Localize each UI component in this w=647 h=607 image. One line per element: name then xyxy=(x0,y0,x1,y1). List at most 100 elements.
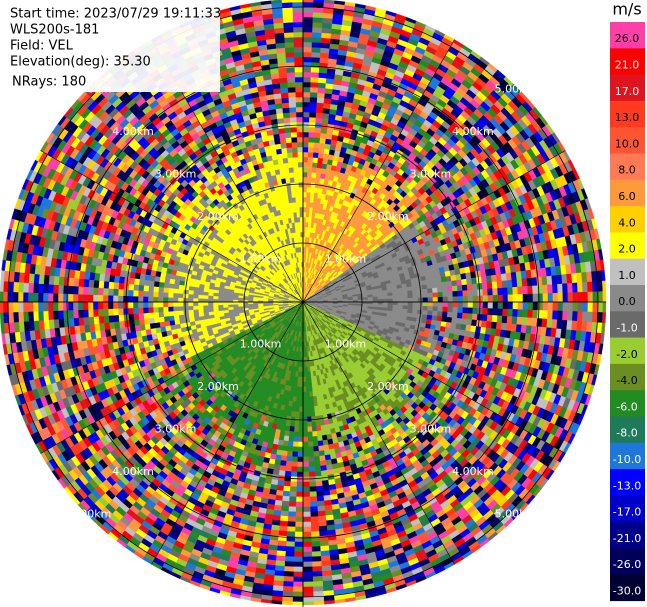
range-gate xyxy=(347,298,354,301)
range-gate xyxy=(437,306,444,313)
range-gate xyxy=(311,172,317,178)
range-gate xyxy=(202,308,209,313)
range-gate xyxy=(397,301,404,306)
range-gate xyxy=(427,306,434,312)
range-gate xyxy=(302,221,307,228)
range-gate xyxy=(167,301,174,307)
range-gate xyxy=(291,197,297,203)
range-gate xyxy=(417,297,424,303)
range-gate xyxy=(437,291,444,298)
range-gate xyxy=(288,431,295,437)
range-gate xyxy=(302,436,309,443)
range-gate xyxy=(192,305,199,310)
range-gate xyxy=(162,291,169,298)
range-gate xyxy=(302,176,308,183)
range-gate xyxy=(406,286,413,292)
range-gate xyxy=(299,376,304,383)
range-gate xyxy=(296,216,301,223)
range-gate xyxy=(412,301,419,307)
range-gate xyxy=(217,301,224,306)
range-gate xyxy=(432,297,439,303)
range-gate xyxy=(168,315,175,322)
range-gate xyxy=(197,294,204,299)
range-gate xyxy=(309,391,314,398)
range-gate xyxy=(311,177,317,183)
range-gate xyxy=(168,310,174,317)
range-gate xyxy=(306,396,311,403)
range-gate xyxy=(287,192,293,199)
range-gate xyxy=(217,298,224,303)
range-gate xyxy=(307,166,313,173)
range-gate xyxy=(432,306,439,312)
range-gate xyxy=(312,162,318,168)
range-gate xyxy=(232,304,239,308)
range-gate xyxy=(188,289,194,295)
range-gate xyxy=(382,295,389,300)
range-gate xyxy=(172,301,179,307)
range-gate xyxy=(296,391,301,398)
range-gate xyxy=(397,298,404,303)
range-gate xyxy=(297,226,301,233)
range-gate xyxy=(412,297,419,303)
range-gate xyxy=(306,176,312,183)
range-gate xyxy=(207,308,214,313)
range-gate xyxy=(392,295,399,300)
range-gate xyxy=(294,176,300,183)
range-gate xyxy=(207,301,214,306)
range-gate xyxy=(297,231,301,238)
range-gate xyxy=(294,416,300,423)
range-gate xyxy=(168,287,174,294)
range-gate xyxy=(298,186,304,193)
range-gate xyxy=(298,176,304,183)
range-gate xyxy=(192,301,199,307)
range-gate xyxy=(192,294,199,299)
range-gate xyxy=(421,284,428,290)
range-gate xyxy=(178,310,184,316)
range-gate xyxy=(207,298,214,303)
range-gate xyxy=(305,366,309,373)
range-gate xyxy=(302,401,307,408)
range-gate xyxy=(173,314,180,321)
range-gate xyxy=(227,304,234,308)
range-gate xyxy=(407,290,413,295)
range-gate xyxy=(177,297,184,303)
range-gate xyxy=(207,304,214,309)
range-gate xyxy=(367,296,374,300)
range-gate xyxy=(202,305,209,310)
range-gate xyxy=(289,421,295,427)
range-gate xyxy=(422,305,429,311)
range-gate xyxy=(311,431,318,437)
range-gate xyxy=(311,167,318,173)
range-gate xyxy=(182,301,189,307)
range-gate xyxy=(302,216,307,223)
range-gate xyxy=(387,298,394,303)
range-gate xyxy=(299,211,304,218)
range-gate xyxy=(412,309,418,315)
range-gate xyxy=(290,187,296,193)
range-gate xyxy=(294,186,300,193)
range-gate xyxy=(177,301,184,307)
range-gate xyxy=(402,290,408,296)
range-gate xyxy=(427,292,434,298)
range-gate xyxy=(302,211,307,218)
range-gate xyxy=(392,304,399,309)
range-gate xyxy=(397,291,404,296)
range-gate xyxy=(177,305,184,311)
range-gate xyxy=(306,421,312,428)
range-gate xyxy=(193,312,200,318)
range-gate xyxy=(302,381,307,388)
range-gate xyxy=(299,391,304,398)
range-gate xyxy=(295,401,300,408)
range-gate xyxy=(422,288,428,294)
range-gate xyxy=(305,216,310,223)
range-gate xyxy=(298,411,304,418)
range-gate xyxy=(298,166,304,173)
range-gate xyxy=(417,305,424,311)
range-gate xyxy=(164,320,171,327)
range-gate xyxy=(290,411,296,417)
range-gate xyxy=(316,430,323,437)
range-gate xyxy=(435,277,442,284)
range-gate xyxy=(431,282,438,289)
range-gate xyxy=(217,304,224,309)
range-gate xyxy=(173,310,179,316)
